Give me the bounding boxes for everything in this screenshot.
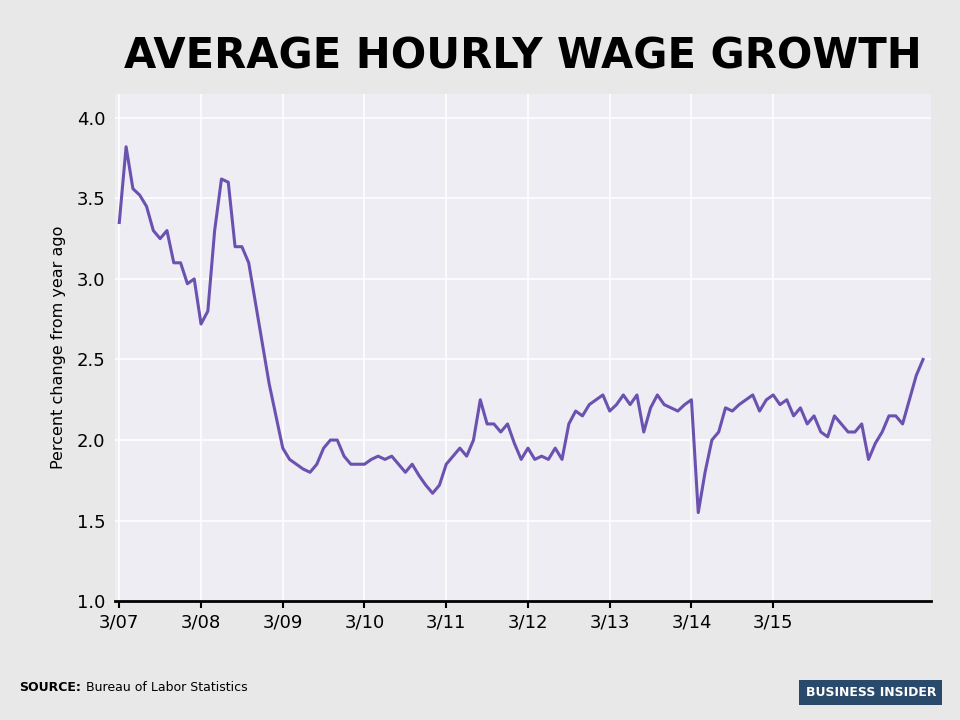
Y-axis label: Percent change from year ago: Percent change from year ago — [51, 225, 65, 469]
Text: SOURCE:: SOURCE: — [19, 681, 81, 694]
Text: BUSINESS INSIDER: BUSINESS INSIDER — [805, 686, 936, 699]
Title: AVERAGE HOURLY WAGE GROWTH: AVERAGE HOURLY WAGE GROWTH — [125, 35, 922, 78]
Text: Bureau of Labor Statistics: Bureau of Labor Statistics — [82, 681, 248, 694]
